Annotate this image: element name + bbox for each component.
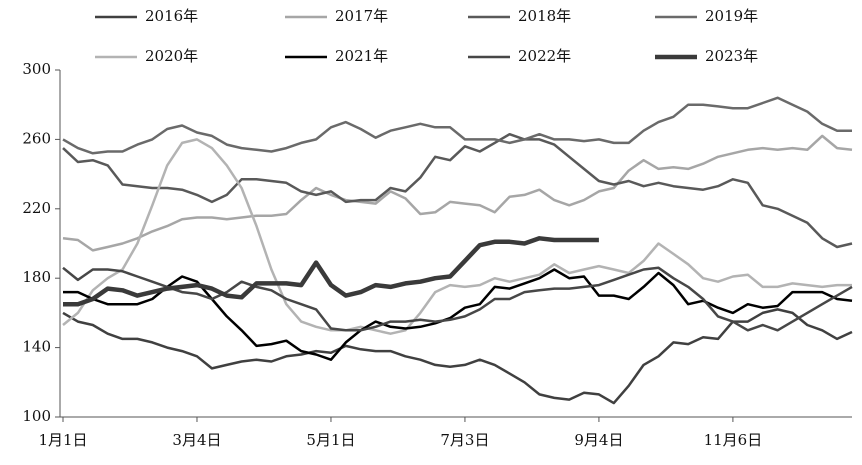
x-tick-label: 5月1日 xyxy=(306,431,355,449)
legend-label: 2017年 xyxy=(335,7,388,25)
legend-label: 2018年 xyxy=(518,7,571,25)
x-tick-label: 9月4日 xyxy=(574,431,623,449)
legend-label: 2016年 xyxy=(145,7,198,25)
y-tick-label: 100 xyxy=(22,407,51,425)
series-line xyxy=(63,268,853,361)
series-line xyxy=(62,134,853,252)
series-line xyxy=(62,138,852,335)
series-line xyxy=(62,266,853,332)
x-tick-label: 11月6日 xyxy=(704,431,763,449)
series-line xyxy=(62,308,853,405)
y-tick-label: 300 xyxy=(22,60,51,78)
legend-label: 2023年 xyxy=(705,47,758,65)
x-tick-label: 7月3日 xyxy=(440,431,489,449)
legend-label: 2022年 xyxy=(518,47,571,65)
series-line xyxy=(62,96,852,155)
series-line xyxy=(63,236,599,307)
legend-label: 2019年 xyxy=(705,7,758,25)
series-line xyxy=(62,132,853,249)
y-tick-label: 140 xyxy=(22,338,51,356)
y-tick-label: 180 xyxy=(22,268,51,286)
x-tick-label: 1月1日 xyxy=(38,431,87,449)
legend-label: 2021年 xyxy=(335,47,388,65)
x-tick-label: 3月4日 xyxy=(172,431,221,449)
legend-label: 2020年 xyxy=(145,47,198,65)
y-tick-label: 220 xyxy=(22,199,51,217)
y-tick-label: 260 xyxy=(22,129,51,147)
